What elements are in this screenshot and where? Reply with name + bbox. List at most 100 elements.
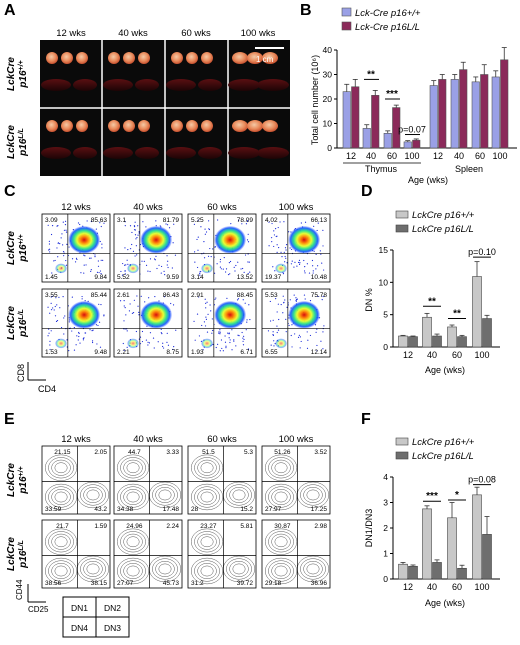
key-dn3: DN3: [104, 623, 121, 633]
event-dot: [63, 333, 65, 335]
panel-letter-f: F: [361, 411, 371, 428]
quadrant-value-ur: 88.45: [237, 292, 254, 299]
event-dot: [98, 271, 100, 274]
event-dot: [71, 296, 73, 298]
event-dot: [214, 246, 216, 248]
flow-plot: 2.61 86.43 2.21 8.75: [113, 288, 183, 358]
thymus-lobe: [123, 120, 135, 132]
quadrant-value-ul: 2.91: [191, 292, 204, 299]
quadrant-value-ul: 23.27: [200, 523, 217, 530]
quadrant-value-lr: 43.2: [94, 506, 107, 513]
event-dot: [284, 261, 286, 263]
event-dot: [64, 220, 67, 222]
event-dot: [122, 262, 124, 265]
event-dot: [298, 259, 301, 261]
event-dot: [48, 332, 50, 334]
bar-wt: [472, 494, 482, 580]
contour-ring: [300, 558, 326, 580]
event-dot: [230, 223, 232, 225]
contour-ring: [155, 561, 175, 577]
event-dot: [54, 305, 56, 308]
event-dot: [207, 313, 209, 315]
contour-ring: [274, 462, 288, 474]
event-dot: [131, 312, 133, 315]
genotype-label-c-wt: LckCre p16+/+: [6, 231, 29, 265]
thymus-lobe: [108, 52, 120, 64]
contour-ring: [271, 459, 291, 476]
event-dot: [162, 342, 164, 344]
event-dot: [229, 339, 231, 341]
panel-letter-d: D: [361, 183, 373, 200]
quadrant-value-ur: 3.33: [166, 449, 179, 456]
event-dot: [49, 344, 51, 346]
event-dot: [282, 295, 284, 297]
event-dot: [241, 223, 243, 225]
event-dot: [304, 221, 307, 223]
x-tick-label: 12: [346, 151, 356, 161]
bar-ll: [459, 69, 468, 149]
event-dot: [209, 247, 211, 250]
event-dot: [306, 263, 308, 265]
event-dot: [84, 332, 87, 334]
event-dot: [172, 348, 174, 351]
event-dot: [164, 274, 166, 276]
event-dot: [100, 225, 102, 228]
legend-label-wt: LckCre p16+/+: [412, 210, 475, 221]
quadrant-value-ul: 2.61: [117, 292, 130, 299]
event-dot: [140, 295, 142, 297]
event-dot: [48, 249, 50, 251]
contour-ring: [268, 486, 294, 508]
event-dot: [268, 221, 270, 223]
event-dot: [271, 222, 273, 225]
x-tick-label: 100: [474, 582, 489, 592]
event-dot: [53, 260, 55, 262]
event-dot: [62, 221, 64, 223]
contour-ring: [155, 487, 175, 503]
event-dot: [75, 344, 77, 346]
event-dot: [143, 260, 145, 262]
event-dot: [62, 250, 65, 253]
event-dot: [290, 334, 292, 337]
event-dot: [124, 307, 126, 309]
event-dot: [317, 222, 319, 224]
event-dot: [133, 229, 136, 231]
event-dot: [210, 255, 212, 258]
event-dot: [320, 340, 322, 342]
event-dot: [98, 303, 100, 305]
event-dot: [194, 339, 196, 341]
event-dot: [201, 324, 203, 327]
event-dot: [60, 326, 63, 329]
event-dot: [49, 348, 51, 351]
event-dot: [73, 349, 76, 351]
plot-frame: [187, 519, 257, 589]
bar-ll: [500, 59, 509, 149]
event-dot: [231, 349, 233, 351]
event-dot: [272, 319, 274, 321]
time-label-c: 60 wks: [207, 202, 237, 213]
bar-ll: [412, 139, 421, 149]
key-y-label: CD44: [15, 579, 24, 600]
quadrant-value-ll: 19.37: [265, 274, 282, 281]
quadrant-value-ul: 51.26: [274, 449, 291, 456]
x-tick-label: 100: [474, 350, 489, 360]
event-dot: [126, 330, 128, 332]
genotype-label-a-ll-line2: p16L/L: [18, 128, 29, 157]
event-dot: [319, 250, 321, 252]
event-dot: [124, 221, 126, 223]
event-dot: [316, 344, 318, 347]
legend-swatch-wt: [395, 437, 409, 446]
event-dot: [147, 270, 149, 272]
thymus-lobe: [232, 120, 248, 132]
plot-frame: [113, 445, 183, 515]
quadrant-value-ll: 1.45: [45, 274, 58, 281]
event-dot: [229, 341, 231, 344]
event-dot: [123, 305, 125, 307]
thymus-lobe: [247, 120, 263, 132]
contour-ring: [303, 561, 323, 577]
event-dot: [92, 329, 94, 331]
genotype-label-e-wt-line1: LckCre: [6, 463, 17, 497]
event-dot: [68, 321, 70, 323]
event-dot: [296, 298, 298, 300]
event-dot: [288, 324, 290, 327]
flow-plot: 2.91 88.45 1.93 6.71: [187, 288, 257, 358]
